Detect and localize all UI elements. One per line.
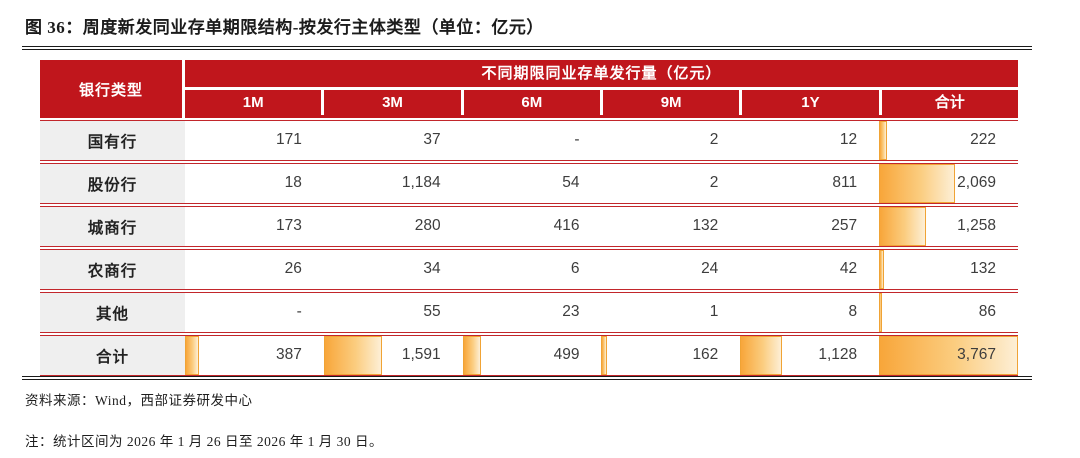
table-cell: 1,591: [323, 336, 463, 375]
table-bottom-line: [22, 376, 1032, 381]
issuance-term-table: 银行类型 不同期限同业存单发行量（亿元） 1M 3M 6M 9M 1Y 合计 国…: [40, 60, 1018, 376]
table-cell-total: 2,069: [879, 164, 1018, 203]
table-cell: -: [185, 293, 324, 332]
table-row-grand-total: 合计 387 1,591 499 162 1,128 3,767: [40, 335, 1018, 376]
table-cell-total: 3,767: [879, 336, 1018, 375]
table-cell: 42: [740, 250, 880, 289]
header-sub-row: 1M 3M 6M 9M 1Y 合计: [185, 90, 1018, 115]
title-divider-line: [22, 46, 1032, 51]
data-bar: [601, 336, 608, 375]
data-bar: [879, 293, 883, 332]
table-cell: 132: [601, 207, 741, 246]
table-cell: 23: [462, 293, 602, 332]
col-header-3m: 3M: [321, 90, 460, 115]
row-label: 股份行: [40, 164, 185, 203]
table-cell: 12: [740, 121, 880, 160]
table-cell: 1,184: [323, 164, 463, 203]
row-label: 国有行: [40, 121, 185, 160]
table-header: 银行类型 不同期限同业存单发行量（亿元） 1M 3M 6M 9M 1Y 合计: [40, 60, 1018, 118]
table-cell-total: 132: [879, 250, 1018, 289]
table-cell: 18: [185, 164, 324, 203]
table-cell: 162: [601, 336, 741, 375]
table-cell: 811: [740, 164, 880, 203]
table-cell: 416: [462, 207, 602, 246]
table-cell: 173: [185, 207, 324, 246]
table-cell: 55: [323, 293, 463, 332]
table-row-state-banks: 国有行 171 37 - 2 12 222: [40, 120, 1018, 161]
table-cell: 257: [740, 207, 880, 246]
table-cell: 6: [462, 250, 602, 289]
data-bar: [740, 336, 782, 375]
data-bar: [879, 250, 884, 289]
data-bar: [879, 164, 956, 203]
row-label: 城商行: [40, 207, 185, 246]
data-bar: [185, 336, 200, 375]
col-header-1y: 1Y: [739, 90, 878, 115]
col-header-9m: 9M: [599, 90, 739, 115]
table-cell: 387: [185, 336, 324, 375]
table-cell: 24: [601, 250, 741, 289]
header-right: 不同期限同业存单发行量（亿元） 1M 3M 6M 9M 1Y 合计: [185, 60, 1018, 118]
table-cell: 1,128: [740, 336, 880, 375]
table-cell-total: 222: [879, 121, 1018, 160]
table-row-city-banks: 城商行 173 280 416 132 257 1,258: [40, 206, 1018, 247]
header-bank-type: 银行类型: [40, 60, 185, 118]
table-cell: 26: [185, 250, 324, 289]
table-cell: 8: [740, 293, 880, 332]
data-bar: [879, 207, 926, 246]
table-cell: 171: [185, 121, 324, 160]
table-row-rural-banks: 农商行 26 34 6 24 42 132: [40, 249, 1018, 290]
col-header-1m: 1M: [242, 94, 264, 111]
source-note: 资料来源：Wind，西部证券研发中心: [25, 393, 253, 408]
table-row-joint-stock-banks: 股份行 18 1,184 54 2 811 2,069: [40, 163, 1018, 204]
table-cell: 2: [601, 164, 741, 203]
table-cell: 280: [323, 207, 463, 246]
col-header-6m: 6M: [460, 90, 600, 115]
row-label: 合计: [40, 336, 185, 375]
header-span-title: 不同期限同业存单发行量（亿元）: [185, 60, 1018, 90]
row-label: 农商行: [40, 250, 185, 289]
table-cell-total: 1,258: [879, 207, 1018, 246]
table-cell-total: 86: [879, 293, 1018, 332]
data-bar: [462, 336, 482, 375]
table-cell: -: [462, 121, 602, 160]
statistic-note: 注：统计区间为 2026 年 1 月 26 日至 2026 年 1 月 30 日…: [25, 434, 383, 449]
table-cell: 2: [601, 121, 741, 160]
figure-title: 图 36：周度新发同业存单期限结构-按发行主体类型（单位：亿元）: [25, 18, 544, 37]
table-cell: 54: [462, 164, 602, 203]
table-cell: 499: [462, 336, 602, 375]
col-header-total: 合计: [878, 90, 1018, 115]
data-bar: [879, 336, 1018, 375]
data-bar: [323, 336, 383, 375]
table-cell: 37: [323, 121, 463, 160]
row-label: 其他: [40, 293, 185, 332]
table-cell: 34: [323, 250, 463, 289]
table-cell: 1: [601, 293, 741, 332]
data-bar: [879, 121, 888, 160]
table-row-others: 其他 - 55 23 1 8 86: [40, 292, 1018, 333]
